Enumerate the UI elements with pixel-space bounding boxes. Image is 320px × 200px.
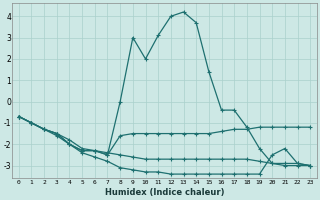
X-axis label: Humidex (Indice chaleur): Humidex (Indice chaleur) [105, 188, 224, 197]
